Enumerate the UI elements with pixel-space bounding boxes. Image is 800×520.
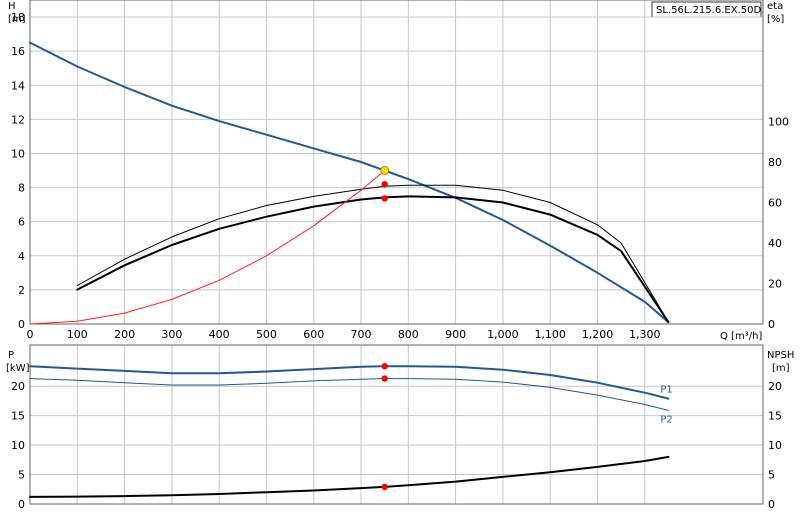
operating-point-marker [381,375,388,382]
series-line-eta-inner [76,195,670,323]
top-x-axis-label: Q [m³/h] [720,331,762,342]
bottom-y-left-tick-label: 5 [18,469,25,482]
top-right-axis-unit: [%] [767,14,784,25]
top-left-axis-name: H [8,1,16,12]
top-y-left-tick-label: 2 [18,284,25,297]
top-y-left-tick-label: 14 [11,79,25,92]
top-right-axis-name: eta [767,1,783,12]
operating-point-marker [381,181,388,188]
top-y-left-tick-label: 6 [18,216,25,229]
series-line-p2 [29,378,669,411]
top-x-tick-label: 200 [114,328,135,341]
bottom-y-right-tick-label: 15 [768,410,782,423]
top-y-right-tick-label: 100 [768,116,789,129]
top-panel: 0 2 4 6 8 10 12 14 16 18 0 20 40 60 80 100 0 100 200 300 400… [11,0,789,341]
top-x-tick-label: 0 [27,328,34,341]
bottom-y-right-tick-label: 10 [768,439,782,452]
top-x-tick-label: 100 [67,328,88,341]
bottom-left-axis-unit: [kW] [6,363,30,374]
top-y-left-tick-label: 4 [18,250,25,263]
top-x-tick-label: 400 [209,328,230,341]
bottom-left-axis-name: P [8,350,14,361]
bottom-y-left-tick-label: 20 [11,380,25,393]
top-x-tick-label: 500 [256,328,277,341]
top-y-right-tick-label: 40 [768,237,782,250]
top-x-tick-label: 700 [351,328,372,341]
operating-point-marker [381,483,388,491]
operating-point-marker [381,363,388,370]
top-plot-frame [29,0,764,325]
top-y-right-tick-label: 0 [768,318,775,331]
top-y-left-tick-label: 12 [11,113,25,126]
top-y-right-tick-label: 80 [768,156,782,169]
model-label: SL.56L.215.6.EX.50D. [656,5,764,16]
bottom-y-left-tick-label: 15 [11,410,25,423]
top-x-tick-label: 900 [445,328,466,341]
operating-point-marker [381,195,388,202]
top-x-tick-label: 1,300 [629,328,661,341]
top-x-tick-label: 1,200 [582,328,614,341]
top-y-left-tick-label: 18 [11,11,25,24]
top-y-left-tick-label: 16 [11,45,25,58]
top-x-tick-label: 300 [161,328,182,341]
bottom-y-right-tick-label: 0 [768,498,775,511]
series-label-p2: P2 [660,414,672,425]
series-line-system [29,170,386,325]
bottom-y-right-tick-label: 20 [768,380,782,393]
bottom-y-right-tick-label: 5 [768,469,775,482]
top-y-right-tick-label: 60 [768,197,782,210]
top-x-tick-label: 600 [303,328,324,341]
top-y-right-tick-label: 20 [768,278,782,291]
top-x-tick-label: 1,000 [487,328,519,341]
series-line-p1 [29,365,670,400]
top-x-tick-label: 1,100 [534,328,566,341]
bottom-right-axis-unit: [m] [772,363,790,374]
top-y-left-tick-label: 8 [18,182,25,195]
top-left-axis-unit: [m] [8,14,26,25]
duty-point-marker [380,166,390,176]
bottom-plot-frame [29,344,764,505]
top-x-tick-label: 800 [398,328,419,341]
top-y-left-tick-label: 10 [11,147,25,160]
series-label-p1: P1 [660,385,672,396]
series-line-head [29,41,670,324]
series-line-npsh [29,455,670,498]
bottom-panel: 0 5 10 15 20 0 5 10 15 20 P1 P2 [11,344,782,511]
bottom-right-axis-name: NPSH [767,350,794,361]
bottom-y-left-tick-label: 0 [18,498,25,511]
bottom-y-left-tick-label: 10 [11,439,25,452]
top-y-left-tick-label: 0 [18,318,25,331]
